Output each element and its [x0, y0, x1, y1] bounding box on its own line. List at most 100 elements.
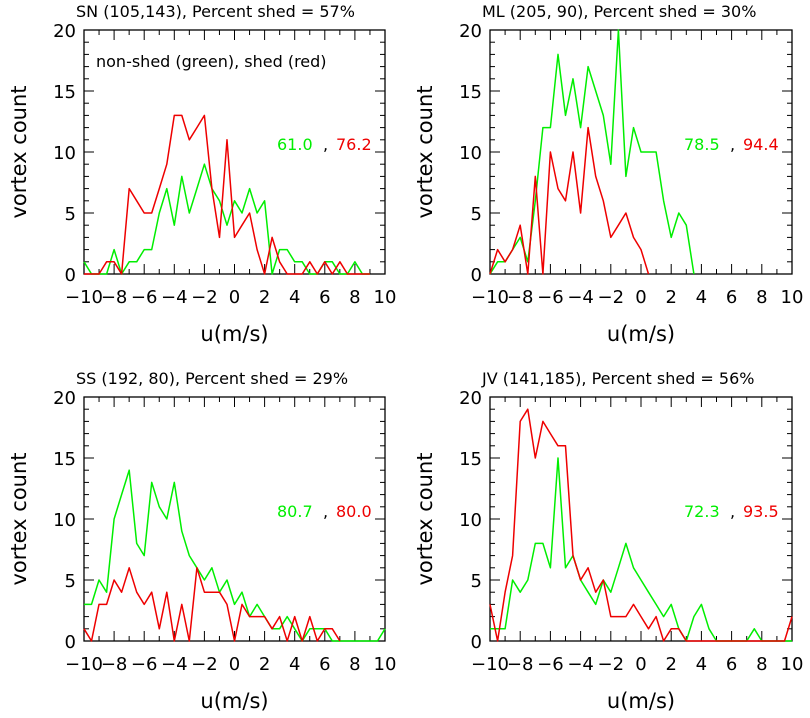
x-tick-label: −10	[471, 654, 509, 675]
y-tick-label: 10	[53, 143, 76, 164]
green-value: 72.3	[684, 502, 720, 521]
x-tick-label: 8	[349, 287, 360, 308]
y-tick-label: 0	[65, 265, 76, 286]
chart-title: SN (105,143), Percent shed = 57%	[76, 2, 355, 21]
green-value: 61.0	[277, 135, 313, 154]
red-value: 80.0	[336, 502, 372, 521]
y-tick-label: 20	[53, 21, 76, 42]
series-line-shed	[489, 408, 793, 642]
x-tick-label: 4	[289, 654, 300, 675]
y-tick-label: 5	[471, 204, 482, 225]
red-value: 93.5	[743, 502, 779, 521]
x-tick-label: 6	[319, 287, 330, 308]
x-tick-label: 10	[374, 654, 397, 675]
y-tick-label: 0	[65, 632, 76, 653]
x-tick-label: −4	[161, 654, 188, 675]
chart-panel: SS (192, 80), Percent shed = 29%−10−8 −6−…	[7, 369, 396, 713]
red-value: 94.4	[743, 135, 779, 154]
x-tick-label: 0	[635, 287, 646, 308]
y-axis-label: vortex count	[413, 452, 437, 585]
y-tick-label: 0	[471, 265, 482, 286]
x-tick-label: −6	[131, 287, 158, 308]
x-tick-label: 8	[756, 654, 767, 675]
x-tick-label: −6	[537, 654, 564, 675]
x-tick-label: 0	[229, 654, 240, 675]
red-value: 76.2	[336, 135, 372, 154]
x-tick-label: 6	[726, 654, 737, 675]
green-value: 78.5	[684, 135, 720, 154]
x-tick-label: 6	[319, 654, 330, 675]
x-tick-label: −8	[101, 654, 128, 675]
x-tick-label: −6	[131, 654, 158, 675]
value-separator: ,	[323, 502, 328, 521]
x-tick-label: −2	[598, 287, 625, 308]
x-tick-label: −10	[65, 287, 103, 308]
y-tick-label: 5	[65, 571, 76, 592]
value-separator: ,	[730, 135, 735, 154]
series-line-shed	[83, 567, 341, 642]
y-tick-label: 15	[459, 82, 482, 103]
series-line-shed	[84, 114, 370, 275]
x-tick-label: 10	[781, 287, 804, 308]
y-tick-label: 20	[459, 21, 482, 42]
y-tick-label: 0	[471, 632, 482, 653]
value-separator: ,	[730, 502, 735, 521]
y-tick-label: 15	[53, 449, 76, 470]
x-tick-label: −6	[537, 287, 564, 308]
y-tick-label: 20	[53, 388, 76, 409]
x-tick-label: 0	[635, 654, 646, 675]
legend-note: non-shed (green), shed (red)	[96, 52, 327, 71]
x-tick-label: 4	[696, 287, 707, 308]
series-line-non-shed	[490, 457, 792, 642]
x-tick-label: −4	[567, 287, 594, 308]
series-line-shed	[489, 126, 650, 275]
y-tick-label: 5	[471, 571, 482, 592]
y-tick-label: 10	[53, 510, 76, 531]
y-tick-label: 15	[459, 449, 482, 470]
y-axis-label: vortex count	[7, 85, 31, 218]
x-tick-label: 4	[696, 654, 707, 675]
x-axis-label: u(m/s)	[607, 689, 675, 713]
x-tick-label: 6	[726, 287, 737, 308]
x-tick-label: 2	[259, 654, 270, 675]
chart-panel: SN (105,143), Percent shed = 57%−10−8 −6−…	[7, 2, 396, 346]
x-tick-label: −4	[567, 654, 594, 675]
value-separator: ,	[323, 135, 328, 154]
x-tick-label: −8	[507, 287, 534, 308]
y-axis-label: vortex count	[7, 452, 31, 585]
chart-panel: JV (141,185), Percent shed = 56%−10−8 −6−…	[413, 369, 803, 713]
x-tick-label: 10	[781, 654, 804, 675]
x-tick-label: −2	[191, 654, 218, 675]
x-tick-label: 2	[665, 654, 676, 675]
green-value: 80.7	[277, 502, 313, 521]
y-tick-label: 5	[65, 204, 76, 225]
y-tick-label: 10	[459, 143, 482, 164]
x-tick-label: −10	[471, 287, 509, 308]
x-tick-label: −2	[191, 287, 218, 308]
series-line-non-shed	[84, 469, 386, 642]
x-tick-label: −2	[598, 654, 625, 675]
x-axis-label: u(m/s)	[200, 689, 268, 713]
x-tick-label: −8	[507, 654, 534, 675]
chart-title: ML (205, 90), Percent shed = 30%	[482, 2, 756, 21]
x-axis-label: u(m/s)	[607, 322, 675, 346]
y-axis-label: vortex count	[413, 85, 437, 218]
x-tick-label: 2	[259, 287, 270, 308]
x-axis-label: u(m/s)	[200, 322, 268, 346]
x-tick-label: 8	[349, 654, 360, 675]
chart-panel: ML (205, 90), Percent shed = 30%−10−8 −6−…	[413, 2, 803, 346]
x-tick-label: 2	[665, 287, 676, 308]
x-tick-label: 4	[289, 287, 300, 308]
y-tick-label: 20	[459, 388, 482, 409]
x-tick-label: −8	[101, 287, 128, 308]
x-tick-label: −10	[65, 654, 103, 675]
x-tick-label: 0	[229, 287, 240, 308]
chart-title: SS (192, 80), Percent shed = 29%	[76, 369, 348, 388]
chart-title: JV (141,185), Percent shed = 56%	[481, 369, 754, 388]
y-tick-label: 15	[53, 82, 76, 103]
y-tick-label: 10	[459, 510, 482, 531]
x-tick-label: −4	[161, 287, 188, 308]
x-tick-label: 10	[374, 287, 397, 308]
x-tick-label: 8	[756, 287, 767, 308]
